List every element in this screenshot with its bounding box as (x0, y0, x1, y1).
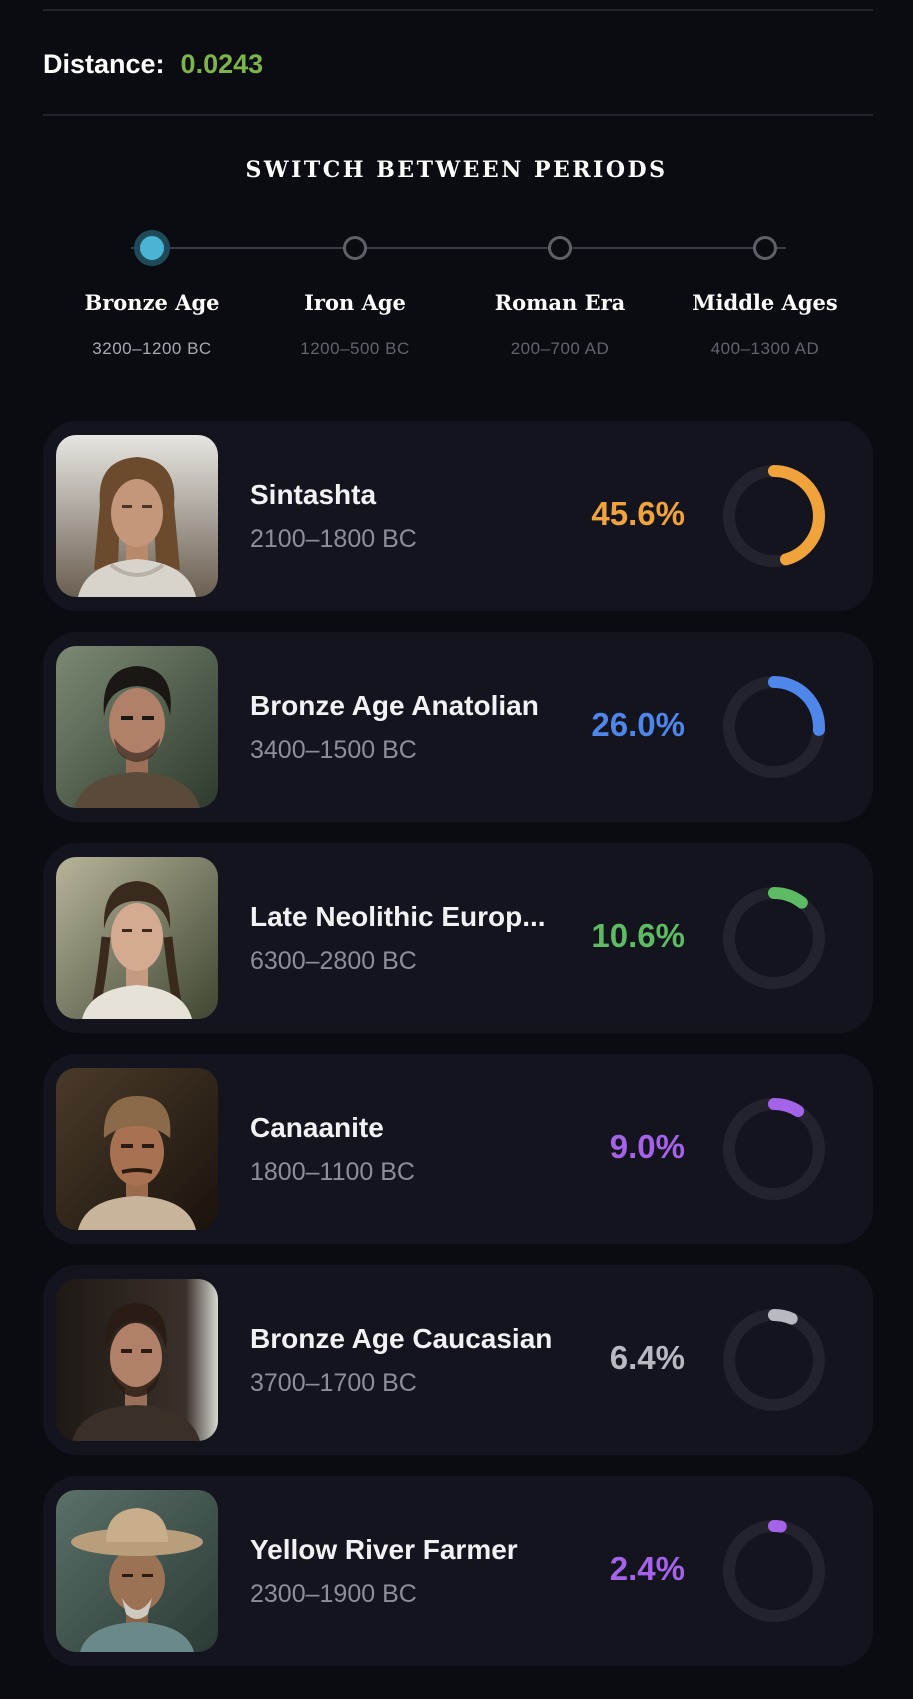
population-card[interactable]: Sintashta 2100–1800 BC 45.6% (43, 421, 873, 611)
population-date-range: 2300–1900 BC (250, 1580, 417, 1608)
population-percent: 10.6% (591, 917, 685, 954)
population-card[interactable]: Bronze Age Anatolian 3400–1500 BC 26.0% (43, 632, 873, 822)
period-bronze-age[interactable]: Bronze Age 3200–1200 BC (52, 230, 252, 359)
top-divider (43, 9, 873, 11)
population-card[interactable]: Bronze Age Caucasian 3700–1700 BC 6.4% (43, 1265, 873, 1455)
percent-donut-chart (723, 1520, 825, 1622)
percent-donut-chart (723, 465, 825, 567)
population-date-range: 2100–1800 BC (250, 525, 417, 553)
donut-arc (723, 1520, 825, 1622)
donut-arc (723, 1309, 825, 1411)
period-range: 200–700 AD (510, 339, 610, 358)
period-dot[interactable] (548, 236, 572, 260)
population-name: Canaanite (250, 1112, 384, 1143)
population-card[interactable]: Canaanite 1800–1100 BC 9.0% (43, 1054, 873, 1244)
percent-donut-chart (723, 676, 825, 778)
population-name: Sintashta (250, 479, 377, 510)
population-name: Late Neolithic Europ... (250, 901, 546, 932)
population-name: Bronze Age Caucasian (250, 1323, 553, 1354)
population-list: Sintashta 2100–1800 BC 45.6% (43, 421, 873, 1687)
population-percent: 2.4% (609, 1550, 685, 1587)
donut-track (723, 1098, 825, 1200)
population-name: Bronze Age Anatolian (250, 690, 539, 721)
population-percent: 9.0% (609, 1128, 685, 1165)
donut-track (723, 1309, 825, 1411)
elderly-man-hat-portrait (56, 1490, 218, 1652)
period-dot-selected[interactable] (134, 230, 170, 266)
portrait-avatar (56, 1490, 218, 1652)
distance-row: Distance: 0.0243 (43, 44, 263, 84)
period-iron-age[interactable]: Iron Age 1200–500 BC (255, 230, 455, 359)
period-range: 1200–500 BC (300, 339, 410, 358)
distance-label: Distance: (43, 48, 165, 79)
period-switcher-title: SWITCH BETWEEN PERIODS (245, 157, 668, 183)
long-haired-man-portrait (56, 435, 218, 597)
population-date-range: 6300–2800 BC (250, 947, 417, 975)
capped-man-portrait (56, 1068, 218, 1230)
percent-donut-chart (723, 1309, 825, 1411)
percent-donut-chart (723, 1098, 825, 1200)
period-middle-ages[interactable]: Middle Ages 400–1300 AD (665, 230, 865, 359)
portrait-avatar (56, 1279, 218, 1441)
population-name: Yellow River Farmer (250, 1534, 518, 1565)
section-divider (43, 114, 873, 116)
period-dot[interactable] (343, 236, 367, 260)
population-card[interactable]: Late Neolithic Europ... 6300–2800 BC 10.… (43, 843, 873, 1033)
period-roman-era[interactable]: Roman Era 200–700 AD (460, 230, 660, 359)
portrait-avatar (56, 646, 218, 808)
population-date-range: 1800–1100 BC (250, 1158, 415, 1186)
donut-arc (723, 887, 825, 989)
percent-donut-chart (723, 887, 825, 989)
period-range: 3200–1200 BC (92, 339, 212, 358)
donut-arc (723, 676, 825, 778)
donut-track (723, 1520, 825, 1622)
donut-arc (723, 465, 825, 567)
dark-haired-man-portrait (56, 646, 218, 808)
bearded-man-portrait (56, 1279, 218, 1441)
population-date-range: 3400–1500 BC (250, 736, 417, 764)
period-dot[interactable] (753, 236, 777, 260)
population-date-range: 3700–1700 BC (250, 1369, 417, 1397)
portrait-avatar (56, 857, 218, 1019)
period-name: Iron Age (304, 290, 406, 315)
timeline-track (131, 247, 786, 249)
period-name: Roman Era (494, 290, 626, 315)
population-percent: 6.4% (609, 1339, 685, 1376)
period-timeline: Bronze Age 3200–1200 BC Iron Age 1200–50… (0, 230, 913, 370)
population-percent: 26.0% (591, 706, 685, 743)
portrait-avatar (56, 435, 218, 597)
period-name: Bronze Age (84, 290, 220, 315)
period-range: 400–1300 AD (710, 339, 820, 358)
donut-arc (723, 1098, 825, 1200)
braided-woman-portrait (56, 857, 218, 1019)
portrait-avatar (56, 1068, 218, 1230)
population-percent: 45.6% (591, 495, 685, 532)
distance-value: 0.0243 (180, 48, 264, 79)
period-name: Middle Ages (692, 290, 838, 315)
population-card[interactable]: Yellow River Farmer 2300–1900 BC 2.4% (43, 1476, 873, 1666)
